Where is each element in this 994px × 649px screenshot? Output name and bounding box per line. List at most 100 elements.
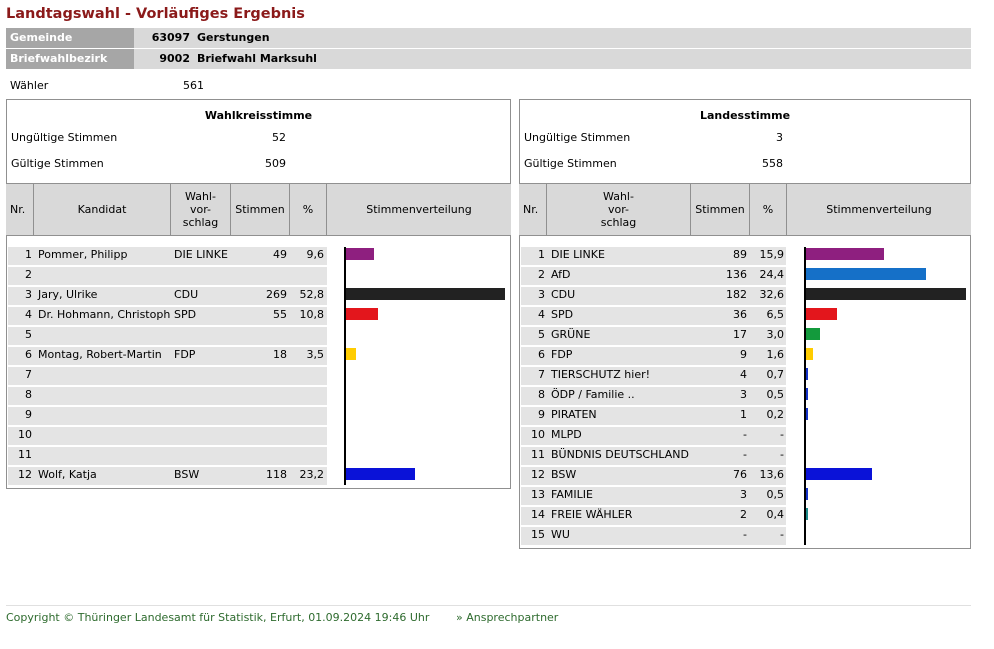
col-vorschlag: Wahl- vor- schlag xyxy=(171,184,231,235)
cell-stimmen: 3 xyxy=(740,488,747,501)
cell-nr: 12 xyxy=(531,468,545,481)
cell-nr: 1 xyxy=(538,248,545,261)
cell-party: BSW xyxy=(174,468,200,481)
cell-pct: 0,4 xyxy=(766,508,785,521)
cell-pct: 0,2 xyxy=(766,408,785,421)
cell-nr: 7 xyxy=(538,368,545,381)
table-row: 1 Pommer, Philipp DIE LINKE 49 9,6 xyxy=(8,247,327,265)
cell-pct: 24,4 xyxy=(759,268,785,281)
cell-pct: - xyxy=(780,448,784,461)
wahlkreis-title: Wahlkreisstimme xyxy=(204,109,313,122)
vote-bar xyxy=(345,348,356,360)
wahlkreis-ungueltig-label: Ungültige Stimmen xyxy=(11,131,118,144)
cell-pct: 13,6 xyxy=(759,468,785,481)
col-vorschlag: Wahl- vor- schlag xyxy=(547,184,691,235)
vote-bar xyxy=(345,288,505,300)
cell-name: Dr. Hohmann, Christoph xyxy=(38,308,171,321)
wahlkreis-gueltig-label: Gültige Stimmen xyxy=(11,157,104,170)
vote-bar xyxy=(805,328,820,340)
cell-party: TIERSCHUTZ hier! xyxy=(551,368,651,381)
waehler-value: 561 xyxy=(183,79,204,92)
col-stimmen: Stimmen xyxy=(691,184,750,235)
vote-bar xyxy=(805,408,808,420)
table-row: 10 xyxy=(8,427,327,445)
table-row: 6 Montag, Robert-Martin FDP 18 3,5 xyxy=(8,347,327,365)
cell-party: CDU xyxy=(174,288,199,301)
gemeinde-name: Gerstungen xyxy=(197,31,270,44)
cell-stimmen: 55 xyxy=(273,308,287,321)
cell-nr: 4 xyxy=(538,308,545,321)
cell-stimmen: 182 xyxy=(726,288,747,301)
cell-party: WU xyxy=(551,528,570,541)
bezirk-label: Briefwahlbezirk xyxy=(6,49,134,69)
col-nr: Nr. xyxy=(6,184,34,235)
cell-stimmen: - xyxy=(743,448,747,461)
cell-nr: 13 xyxy=(531,488,545,501)
table-row: 9 PIRATEN 1 0,2 xyxy=(521,407,786,425)
table-row: 2 AfD 136 24,4 xyxy=(521,267,786,285)
cell-stimmen: 36 xyxy=(733,308,747,321)
chart-axis xyxy=(804,247,806,545)
cell-nr: 3 xyxy=(25,288,32,301)
cell-pct: 0,5 xyxy=(766,388,785,401)
cell-stimmen: - xyxy=(743,428,747,441)
landes-table-header: Nr. Wahl- vor- schlag Stimmen % Stimmenv… xyxy=(519,183,971,236)
cell-pct: 23,2 xyxy=(299,468,325,481)
cell-stimmen: - xyxy=(743,528,747,541)
landes-ungueltig-label: Ungültige Stimmen xyxy=(524,131,631,144)
contact-link[interactable]: » Ansprechpartner xyxy=(456,611,559,624)
cell-stimmen: 76 xyxy=(733,468,747,481)
vote-bar xyxy=(805,468,872,480)
table-row: 6 FDP 9 1,6 xyxy=(521,347,786,365)
table-row: 5 GRÜNE 17 3,0 xyxy=(521,327,786,345)
cell-pct: 1,6 xyxy=(766,348,785,361)
cell-pct: 6,5 xyxy=(766,308,785,321)
cell-nr: 9 xyxy=(25,408,32,421)
cell-party: DIE LINKE xyxy=(174,248,228,261)
vote-bar xyxy=(805,288,966,300)
cell-name: Jary, Ulrike xyxy=(38,288,98,301)
table-row: 4 SPD 36 6,5 xyxy=(521,307,786,325)
cell-nr: 6 xyxy=(538,348,545,361)
table-row: 7 TIERSCHUTZ hier! 4 0,7 xyxy=(521,367,786,385)
vote-bar xyxy=(805,248,884,260)
cell-party: FDP xyxy=(174,348,196,361)
cell-party: SPD xyxy=(174,308,197,321)
cell-nr: 11 xyxy=(531,448,545,461)
cell-nr: 10 xyxy=(18,428,32,441)
landes-gueltig-value: 558 xyxy=(762,157,783,170)
cell-party: GRÜNE xyxy=(551,328,591,341)
cell-pct: - xyxy=(780,528,784,541)
cell-name: Pommer, Philipp xyxy=(38,248,128,261)
col-verteilung: Stimmenverteilung xyxy=(826,203,932,216)
cell-pct: 9,6 xyxy=(306,248,325,261)
cell-nr: 9 xyxy=(538,408,545,421)
cell-party: MLPD xyxy=(551,428,582,441)
col-kandidat: Kandidat xyxy=(34,184,171,235)
cell-nr: 2 xyxy=(25,268,32,281)
footer-copyright: Copyright © Thüringer Landesamt für Stat… xyxy=(6,611,430,624)
table-row: 12 Wolf, Katja BSW 118 23,2 xyxy=(8,467,327,485)
cell-pct: 10,8 xyxy=(299,308,325,321)
wahlkreis-panel: Wahlkreisstimme Ungültige Stimmen 5 2 Gül… xyxy=(6,99,511,489)
cell-nr: 12 xyxy=(18,468,32,481)
vote-bar xyxy=(805,348,813,360)
cell-pct: 32,6 xyxy=(759,288,785,301)
cell-party: PIRATEN xyxy=(551,408,597,421)
table-row: 3 CDU 182 32,6 xyxy=(521,287,786,305)
cell-name: Montag, Robert-Martin xyxy=(38,348,162,361)
waehler-label: Wähler xyxy=(10,79,49,92)
table-row: 3 Jary, Ulrike CDU 269 52,8 xyxy=(8,287,327,305)
cell-nr: 10 xyxy=(531,428,545,441)
cell-stimmen: 269 xyxy=(266,288,287,301)
table-row: 12 BSW 76 13,6 xyxy=(521,467,786,485)
cell-nr: 8 xyxy=(538,388,545,401)
cell-stimmen: 49 xyxy=(273,248,287,261)
table-row: 5 xyxy=(8,327,327,345)
vote-bar xyxy=(805,508,808,520)
col-stimmen: Stimmen xyxy=(231,184,290,235)
cell-pct: 0,5 xyxy=(766,488,785,501)
cell-nr: 5 xyxy=(25,328,32,341)
cell-party: ÖDP / Familie .. xyxy=(551,388,635,401)
cell-stimmen: 2 xyxy=(740,508,747,521)
